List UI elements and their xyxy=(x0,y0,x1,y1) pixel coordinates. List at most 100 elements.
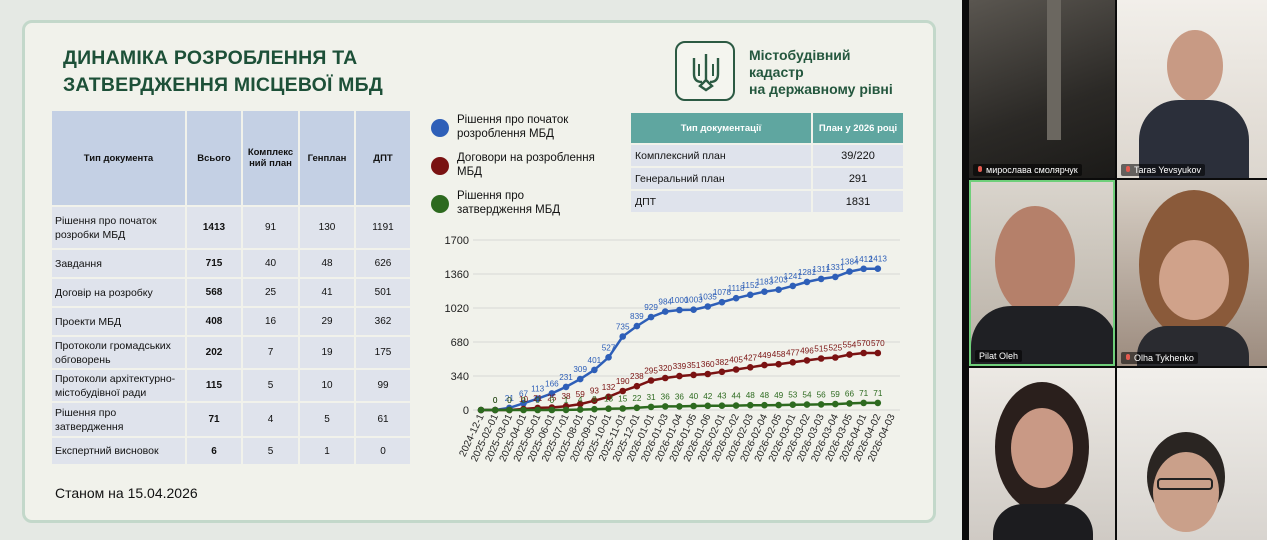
table-header-row: Тип документа Всього Комплекс ний план Г… xyxy=(52,111,410,205)
data-point xyxy=(704,402,712,410)
complex-plan-cell: 40 xyxy=(243,250,298,277)
data-label: 0 xyxy=(493,396,498,405)
trident-icon xyxy=(675,41,735,101)
data-label: 525 xyxy=(828,344,842,353)
table-row: Рішення про затвердження 71 4 5 61 xyxy=(52,403,410,436)
participant-tile[interactable]: мирослава смолярчук xyxy=(969,0,1115,178)
data-point xyxy=(704,370,712,378)
data-point xyxy=(619,387,627,395)
data-point xyxy=(661,403,669,410)
participant-tile[interactable]: Taras Yevsyukov xyxy=(1117,0,1267,178)
participant-tile[interactable]: Olha Tykhenko xyxy=(1117,180,1267,366)
dpt-cell: 99 xyxy=(356,370,410,401)
progress-line-chart: 03406801020136017002024-12-12025-02-0120… xyxy=(445,235,900,464)
data-label: 31 xyxy=(647,393,657,402)
data-label: 0 xyxy=(507,396,512,405)
table-row: Завдання 715 40 48 626 xyxy=(52,250,410,277)
data-label: 166 xyxy=(545,379,559,388)
data-label: 1003 xyxy=(684,296,703,305)
data-label: 1035 xyxy=(699,293,718,302)
plan-doc-type-cell: Комплексний план xyxy=(631,145,811,166)
data-label: 44 xyxy=(732,392,742,401)
participant-tile-active-speaker[interactable]: Pilat Oleh xyxy=(969,180,1115,366)
person-body xyxy=(993,504,1093,540)
data-point xyxy=(775,401,782,409)
col-header-doc-type: Тип документації xyxy=(631,113,811,143)
data-label: 59 xyxy=(831,390,841,399)
data-point xyxy=(619,333,627,340)
data-label: 56 xyxy=(817,390,827,399)
legend-dot-green xyxy=(431,195,449,213)
data-label: 22 xyxy=(632,394,642,403)
data-point xyxy=(846,268,853,275)
participant-tile[interactable] xyxy=(1117,368,1267,540)
table-row: Експертний висновок 6 5 1 0 xyxy=(52,438,410,464)
total-cell: 568 xyxy=(187,279,241,306)
legend-label: Договори на розроблення МБД xyxy=(457,152,595,178)
data-label: 25 xyxy=(547,394,557,403)
data-point xyxy=(718,368,726,376)
data-point xyxy=(789,401,797,408)
data-label: 36 xyxy=(661,392,671,401)
data-point xyxy=(690,371,697,379)
data-point xyxy=(520,406,527,414)
data-label: 0 xyxy=(493,396,498,405)
participant-name: Pilat Oleh xyxy=(975,350,1023,362)
data-label: 13 xyxy=(604,395,614,404)
data-point xyxy=(860,265,867,273)
data-point xyxy=(746,401,754,409)
data-label: 984 xyxy=(658,298,672,307)
participant-name: Olha Tykhenko xyxy=(1121,352,1198,364)
data-point xyxy=(874,349,882,357)
complex-plan-cell: 25 xyxy=(243,279,298,306)
data-label: 929 xyxy=(644,303,658,312)
data-point xyxy=(761,288,768,295)
complex-plan-cell: 7 xyxy=(243,337,298,368)
plan-doc-type-cell: Генеральний план xyxy=(631,168,811,189)
col-header-plan-2026: План у 2026 році xyxy=(813,113,903,143)
dpt-cell: 501 xyxy=(356,279,410,306)
data-label: 360 xyxy=(701,360,715,369)
participant-tile[interactable] xyxy=(969,368,1115,540)
presentation-slide: ДИНАМІКА РОЗРОБЛЕННЯ ТА ЗАТВЕРДЖЕННЯ МІС… xyxy=(22,20,936,523)
data-point xyxy=(591,397,598,404)
legend-dot-blue xyxy=(431,119,449,137)
data-point xyxy=(647,377,655,384)
dpt-cell: 0 xyxy=(356,438,410,464)
data-label: 66 xyxy=(845,389,855,398)
complex-plan-cell: 5 xyxy=(243,438,298,464)
participant-name-text: Olha Tykhenko xyxy=(1134,353,1194,363)
dpt-cell: 175 xyxy=(356,337,410,368)
col-header-complex-plan: Комплекс ний план xyxy=(243,111,298,205)
data-label: 190 xyxy=(616,377,630,386)
data-point xyxy=(647,313,655,321)
participant-name-text: Pilat Oleh xyxy=(979,351,1019,361)
data-point xyxy=(591,366,598,374)
data-label: 113 xyxy=(531,385,544,394)
col-header-total: Всього xyxy=(187,111,241,205)
data-label: 339 xyxy=(673,362,687,371)
data-point xyxy=(619,405,627,412)
data-label: 320 xyxy=(658,364,672,373)
data-point xyxy=(534,406,541,414)
data-point xyxy=(605,393,612,401)
data-label: 71 xyxy=(859,389,869,398)
genplan-cell: 5 xyxy=(300,403,354,436)
plan-value-cell: 39/220 xyxy=(813,145,903,166)
table-row: Комплексний план 39/220 xyxy=(631,145,903,166)
col-header-dpt: ДПТ xyxy=(356,111,410,205)
table-row: Договір на розробку 568 25 41 501 xyxy=(52,279,410,306)
data-point xyxy=(633,382,641,390)
y-tick-label: 1360 xyxy=(445,269,469,281)
data-point xyxy=(718,402,726,409)
data-label: 40 xyxy=(689,392,699,401)
data-label: 1078 xyxy=(713,288,732,297)
data-point xyxy=(661,374,669,382)
data-label: 1412 xyxy=(855,255,874,264)
table-row: Протоколи архітектурно-містобудівної рад… xyxy=(52,370,410,401)
data-label: 839 xyxy=(630,312,644,321)
data-label: 42 xyxy=(703,392,713,401)
data-point xyxy=(860,349,867,357)
data-point xyxy=(860,399,867,407)
data-label: 231 xyxy=(559,373,573,382)
